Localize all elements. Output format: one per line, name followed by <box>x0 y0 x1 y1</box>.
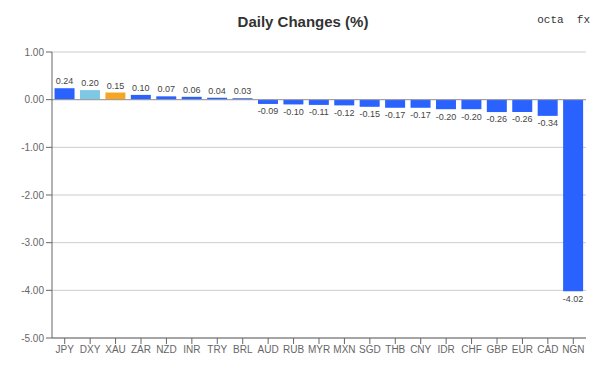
svg-text:0.20: 0.20 <box>81 78 99 88</box>
svg-text:0.24: 0.24 <box>56 76 74 86</box>
svg-text:INR: INR <box>183 344 200 355</box>
svg-text:CHF: CHF <box>461 344 482 355</box>
svg-text:-0.26: -0.26 <box>487 114 508 124</box>
svg-text:-5.00: -5.00 <box>21 333 44 344</box>
svg-text:CNY: CNY <box>410 344 431 355</box>
svg-text:JPY: JPY <box>56 344 75 355</box>
svg-text:NZD: NZD <box>156 344 177 355</box>
svg-text:1.00: 1.00 <box>25 47 45 58</box>
svg-text:-0.20: -0.20 <box>461 112 482 122</box>
svg-text:IDR: IDR <box>438 344 455 355</box>
svg-text:XAU: XAU <box>105 344 126 355</box>
svg-text:0.06: 0.06 <box>183 85 201 95</box>
svg-text:EUR: EUR <box>512 344 533 355</box>
svg-text:NGN: NGN <box>562 344 584 355</box>
svg-text:ZAR: ZAR <box>131 344 151 355</box>
svg-text:-0.17: -0.17 <box>385 110 406 120</box>
svg-text:AUD: AUD <box>258 344 279 355</box>
svg-text:-0.34: -0.34 <box>537 118 558 128</box>
svg-text:-4.00: -4.00 <box>21 285 44 296</box>
svg-text:-0.26: -0.26 <box>512 114 533 124</box>
svg-text:MYR: MYR <box>308 344 330 355</box>
svg-text:GBP: GBP <box>486 344 507 355</box>
svg-text:DXY: DXY <box>80 344 101 355</box>
svg-text:-2.00: -2.00 <box>21 190 44 201</box>
svg-text:0.04: 0.04 <box>208 86 226 96</box>
svg-text:0.15: 0.15 <box>107 81 125 91</box>
svg-text:-0.10: -0.10 <box>283 107 304 117</box>
svg-text:SGD: SGD <box>359 344 381 355</box>
svg-text:-0.15: -0.15 <box>359 109 380 119</box>
svg-text:-1.00: -1.00 <box>21 142 44 153</box>
svg-text:-0.20: -0.20 <box>436 112 457 122</box>
html-text:Daily Changes (%): Daily Changes (%) <box>237 13 369 30</box>
svg-text:-0.09: -0.09 <box>258 106 279 116</box>
svg-text:TRY: TRY <box>207 344 227 355</box>
svg-text:-0.12: -0.12 <box>334 108 355 118</box>
svg-text:0.00: 0.00 <box>25 94 45 105</box>
svg-text:0.03: 0.03 <box>234 86 252 96</box>
svg-text:0.07: 0.07 <box>157 84 175 94</box>
svg-text:0.10: 0.10 <box>132 83 150 93</box>
svg-text:-0.11: -0.11 <box>309 107 329 117</box>
svg-text:CAD: CAD <box>537 344 558 355</box>
svg-text:-4.02: -4.02 <box>563 294 584 304</box>
svg-text:-3.00: -3.00 <box>21 237 44 248</box>
svg-text:THB: THB <box>385 344 405 355</box>
html-text:octa fx: octa fx <box>537 14 590 26</box>
svg-text:RUB: RUB <box>283 344 304 355</box>
svg-text:BRL: BRL <box>233 344 253 355</box>
svg-text:-0.17: -0.17 <box>410 110 431 120</box>
svg-text:MXN: MXN <box>333 344 355 355</box>
